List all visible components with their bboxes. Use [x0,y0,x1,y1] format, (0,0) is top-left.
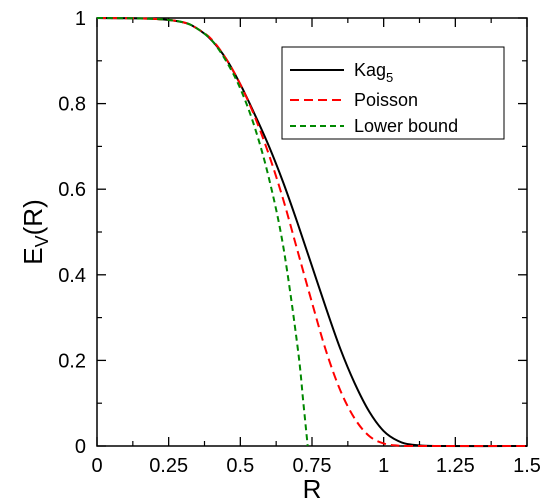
x-tick-label: 0.5 [226,455,254,477]
legend-label-lower-bound: Lower bound [354,116,458,136]
y-axis-title: EV(R) [18,199,52,264]
legend: Kag5 Poisson Lower bound [281,46,505,140]
x-tick-label: 0 [91,455,102,477]
y-tick-label: 0.2 [58,350,86,372]
legend-label-kag5: Kag5 [354,60,393,85]
axis-ticks [96,17,528,447]
y-tick-label: 0 [75,436,86,458]
x-tick-label: 1 [378,455,389,477]
series-line-kag [96,17,528,448]
legend-label-poisson: Poisson [354,90,418,110]
series-line-lower-bound [96,17,309,447]
y-tick-label: 1 [75,8,86,30]
tick-labels: 0 0.25 0.5 0.75 1 1.25 1.5 0 0.2 0.4 0.6 0.8 1 [58,8,541,477]
x-tick-label: 1.5 [513,455,541,477]
series-lines [96,17,528,448]
y-tick-label: 0.6 [58,179,86,201]
x-tick-label: 0.25 [149,455,188,477]
y-tick-label: 0.4 [58,265,86,287]
x-axis-title: R [303,474,322,502]
y-tick-label: 0.8 [58,94,86,116]
legend-box [281,46,505,140]
x-tick-label: 0.75 [293,455,332,477]
x-tick-label: 1.25 [436,455,475,477]
